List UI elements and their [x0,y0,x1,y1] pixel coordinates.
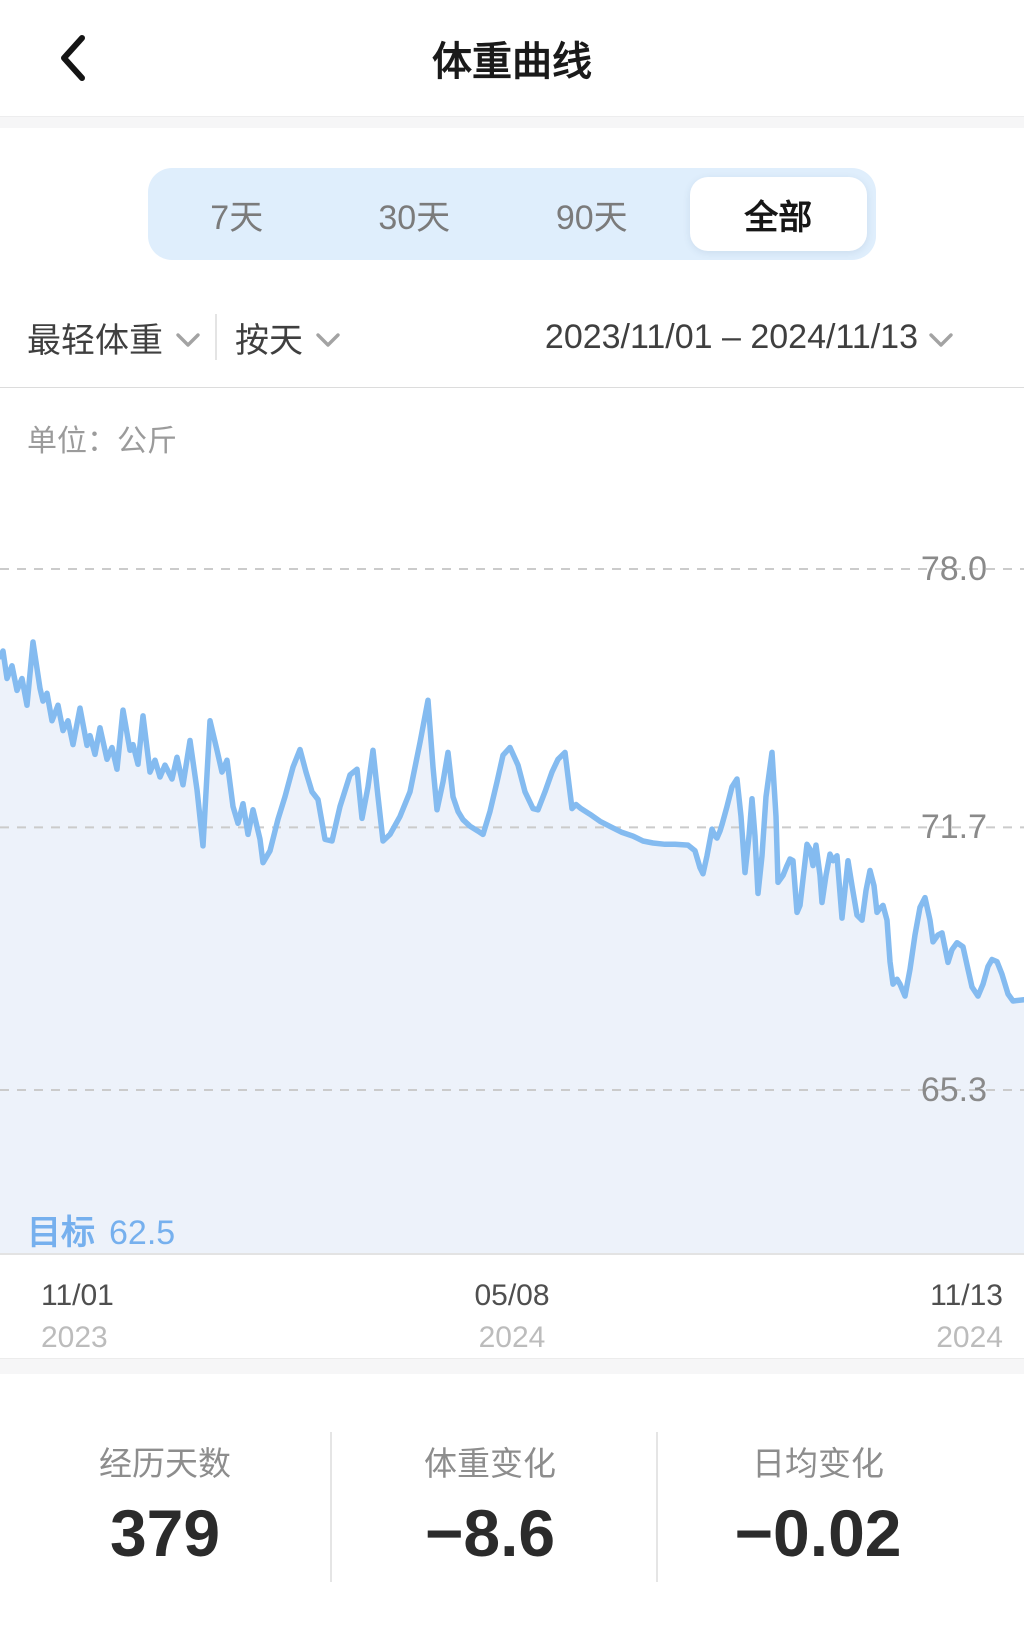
stat-label: 经历天数 [99,1445,231,1482]
granularity-dropdown[interactable]: 按天 [235,313,341,362]
chevron-left-icon [57,34,87,85]
metric-dropdown-label: 最轻体重 [27,321,163,360]
chevron-down-icon [928,318,954,357]
stat-weight-change: 体重变化 −8.6 [424,1444,556,1572]
stat-value: −8.6 [424,1496,556,1570]
tab-all[interactable]: 全部 [689,177,867,251]
chart-line [0,639,1024,1004]
page-title: 体重曲线 [432,40,592,84]
goal-weight-label: 目标 62.5 [27,1205,175,1254]
x-axis-tick-middle: 05/08 2024 [474,1255,549,1357]
chart-gridlines [0,568,1024,1091]
filter-divider [215,314,217,360]
metric-dropdown[interactable]: 最轻体重 [27,313,201,362]
stat-value: 379 [109,1496,221,1570]
stat-label: 日均变化 [752,1445,884,1482]
x-axis: 11/01 2023 05/08 2024 11/13 2024 [0,1253,1024,1360]
chevron-down-icon [175,318,201,357]
y-axis-tick: 65.3 [920,1071,987,1109]
header: 体重曲线 [0,0,1024,116]
x-tick-year: 2023 [41,1321,108,1354]
filter-row: 最轻体重 按天 [27,313,341,362]
back-button[interactable] [44,28,100,90]
x-tick-year: 2024 [478,1321,546,1354]
stat-value: −0.02 [734,1496,902,1570]
x-tick-year: 2024 [936,1321,1003,1354]
stat-days-elapsed: 经历天数 379 [99,1444,231,1572]
weight-chart: 单位：公斤 78.0 71.7 65.3 目标 62.5 [0,388,1024,1253]
x-tick-date: 11/13 [930,1279,1003,1312]
x-tick-date: 11/01 [41,1279,114,1312]
goal-text: 目标 [27,1214,95,1252]
x-tick-date: 05/08 [474,1279,550,1312]
section-gap [0,116,1024,129]
y-axis-tick: 78.0 [920,550,987,588]
x-axis-tick-start: 11/01 2023 [41,1255,114,1357]
goal-value: 62.5 [109,1214,176,1252]
date-range-label: 2023/11/01 – 2024/11/13 [544,317,918,356]
chevron-down-icon [315,318,341,357]
y-axis-tick: 71.7 [920,808,987,847]
tab-7-days[interactable]: 7天 [210,198,264,237]
date-range-dropdown[interactable]: 2023/11/01 – 2024/11/13 [545,315,954,359]
stats-divider [330,1432,332,1582]
stat-daily-average-change: 日均变化 −0.02 [735,1444,902,1572]
stats-divider [656,1432,658,1582]
unit-label: 单位：公斤 [27,425,177,458]
tab-30-days[interactable]: 30天 [378,198,451,237]
controls-section: 7天 30天 90天 全部 最轻体重 按天 2023/11/01 – 2024/… [0,128,1024,387]
weight-line-chart[interactable] [0,388,1024,1253]
x-axis-tick-end: 11/13 2024 [930,1255,1003,1357]
stat-label: 体重变化 [424,1445,556,1482]
tab-90-days[interactable]: 90天 [555,198,628,237]
summary-stats: 经历天数 379 体重变化 −8.6 日均变化 −0.02 [0,1374,1024,1641]
chart-area-fill [0,642,1024,1253]
granularity-dropdown-label: 按天 [235,321,303,360]
time-range-tabs: 7天 30天 90天 全部 [148,168,876,260]
